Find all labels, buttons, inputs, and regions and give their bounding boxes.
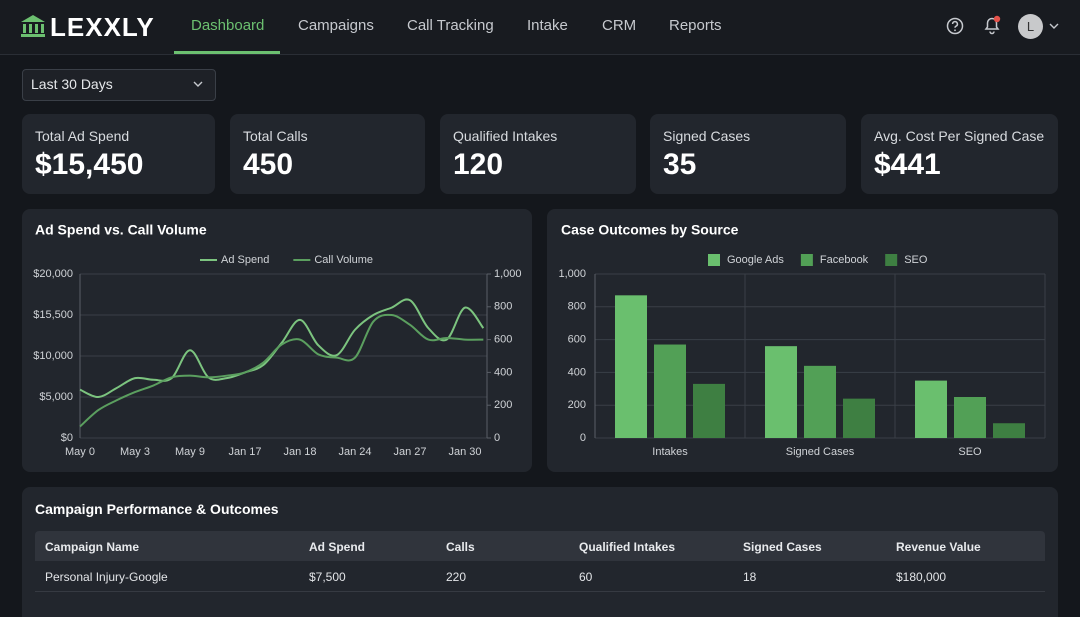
nav-item[interactable]: Call Tracking: [407, 17, 494, 34]
kpi-value: $15,450: [35, 148, 144, 181]
date-filter[interactable]: [22, 69, 216, 101]
kpi-value: $441: [874, 148, 941, 181]
notification-icon[interactable]: [981, 14, 1003, 36]
table-header-cell: Qualified Intakes: [579, 540, 676, 554]
kpi-card: [230, 114, 425, 194]
kpi-card: [22, 114, 215, 194]
kpi-label: Total Calls: [243, 128, 308, 144]
nav-item[interactable]: CRM: [602, 17, 637, 34]
table-cell: 220: [446, 570, 467, 584]
table-cell: 18: [743, 570, 757, 584]
table-cell: Personal Injury-Google: [45, 570, 168, 584]
user-menu-chevron[interactable]: [1048, 21, 1060, 31]
table-header-cell: Ad Spend: [309, 540, 365, 554]
kpi-value: 120: [453, 148, 504, 181]
table-header-row: [35, 531, 1045, 561]
table-header-cell: Calls: [446, 540, 475, 554]
table-header-cell: Signed Cases: [743, 540, 822, 554]
kpi-label: Total Ad Spend: [35, 128, 130, 144]
kpi-label: Qualified Intakes: [453, 128, 558, 144]
kpi-value: 450: [243, 148, 294, 181]
header: [0, 0, 1080, 55]
bar-chart-panel: [547, 209, 1058, 472]
kpi-label: Signed Cases: [663, 128, 751, 144]
nav-item[interactable]: Campaigns: [298, 17, 374, 34]
table-title: Campaign Performance & Outcomes: [35, 501, 279, 517]
brand[interactable]: LEXXLY: [50, 12, 155, 42]
kpi-value: 35: [663, 148, 697, 181]
line-chart-panel: [22, 209, 532, 472]
user-avatar[interactable]: L: [1018, 14, 1043, 39]
kpi-card: [440, 114, 636, 194]
nav-item[interactable]: Reports: [669, 17, 722, 34]
kpi-card: [861, 114, 1058, 194]
dropdown-chevron: [193, 81, 203, 87]
nav-item[interactable]: Intake: [527, 17, 568, 34]
table-header-cell: Revenue Value: [896, 540, 981, 554]
help-icon[interactable]: [945, 16, 965, 36]
table-cell: 60: [579, 570, 593, 584]
logo-icon: [21, 15, 45, 37]
kpi-card: [650, 114, 846, 194]
kpi-label: Avg. Cost Per Signed Case: [874, 128, 1045, 144]
active-underline: [174, 51, 280, 54]
table-cell: $7,500: [309, 570, 346, 584]
table-row: [35, 561, 1045, 592]
nav-item[interactable]: Dashboard: [191, 17, 265, 34]
table-cell: $180,000: [896, 570, 947, 584]
table-header-cell: Campaign Name: [45, 540, 140, 554]
date-filter-label: Last 30 Days: [31, 76, 113, 92]
